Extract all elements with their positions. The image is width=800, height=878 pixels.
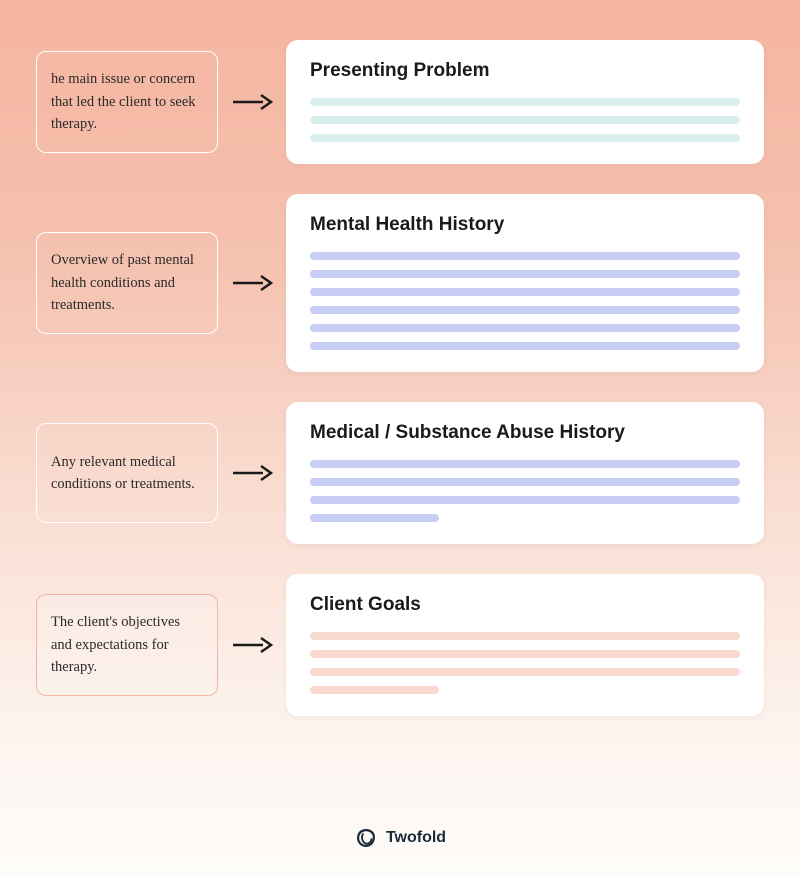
section-card: Client Goals — [286, 574, 764, 716]
section-row-medical-substance-history: Any relevant medical conditions or treat… — [36, 402, 764, 544]
placeholder-line — [310, 324, 740, 332]
placeholder-line — [310, 496, 740, 504]
placeholder-line — [310, 270, 740, 278]
description-box: Any relevant medical conditions or treat… — [36, 423, 218, 523]
placeholder-line — [310, 650, 740, 658]
section-row-mental-health-history: Overview of past mental health condition… — [36, 194, 764, 372]
placeholder-line — [310, 342, 740, 350]
section-card: Mental Health History — [286, 194, 764, 372]
infographic-container: he main issue or concern that led the cl… — [0, 0, 800, 716]
twofold-logo-icon — [354, 826, 378, 850]
placeholder-line — [310, 514, 439, 522]
section-row-client-goals: The client's objectives and expectations… — [36, 574, 764, 716]
brand-footer: Twofold — [0, 826, 800, 850]
placeholder-line — [310, 98, 740, 106]
section-title: Presenting Problem — [310, 60, 740, 82]
placeholder-line — [310, 460, 740, 468]
description-box: Overview of past mental health condition… — [36, 232, 218, 333]
description-text: The client's objectives and expectations… — [51, 611, 203, 678]
brand-name: Twofold — [386, 829, 446, 847]
placeholder-line — [310, 632, 740, 640]
arrow-icon — [230, 635, 274, 655]
arrow-icon — [230, 92, 274, 112]
placeholder-line — [310, 668, 740, 676]
placeholder-line — [310, 134, 740, 142]
section-row-presenting-problem: he main issue or concern that led the cl… — [36, 40, 764, 164]
section-card: Presenting Problem — [286, 40, 764, 164]
description-text: Overview of past mental health condition… — [51, 249, 203, 316]
placeholder-line — [310, 686, 439, 694]
description-text: he main issue or concern that led the cl… — [51, 68, 203, 135]
placeholder-line — [310, 252, 740, 260]
arrow-icon — [230, 463, 274, 483]
section-title: Medical / Substance Abuse History — [310, 422, 740, 444]
section-title: Client Goals — [310, 594, 740, 616]
placeholder-line — [310, 478, 740, 486]
description-box: he main issue or concern that led the cl… — [36, 51, 218, 152]
section-title: Mental Health History — [310, 214, 740, 236]
description-text: Any relevant medical conditions or treat… — [51, 451, 203, 496]
placeholder-line — [310, 306, 740, 314]
arrow-icon — [230, 273, 274, 293]
section-card: Medical / Substance Abuse History — [286, 402, 764, 544]
description-box: The client's objectives and expectations… — [36, 594, 218, 695]
placeholder-line — [310, 116, 740, 124]
placeholder-line — [310, 288, 740, 296]
